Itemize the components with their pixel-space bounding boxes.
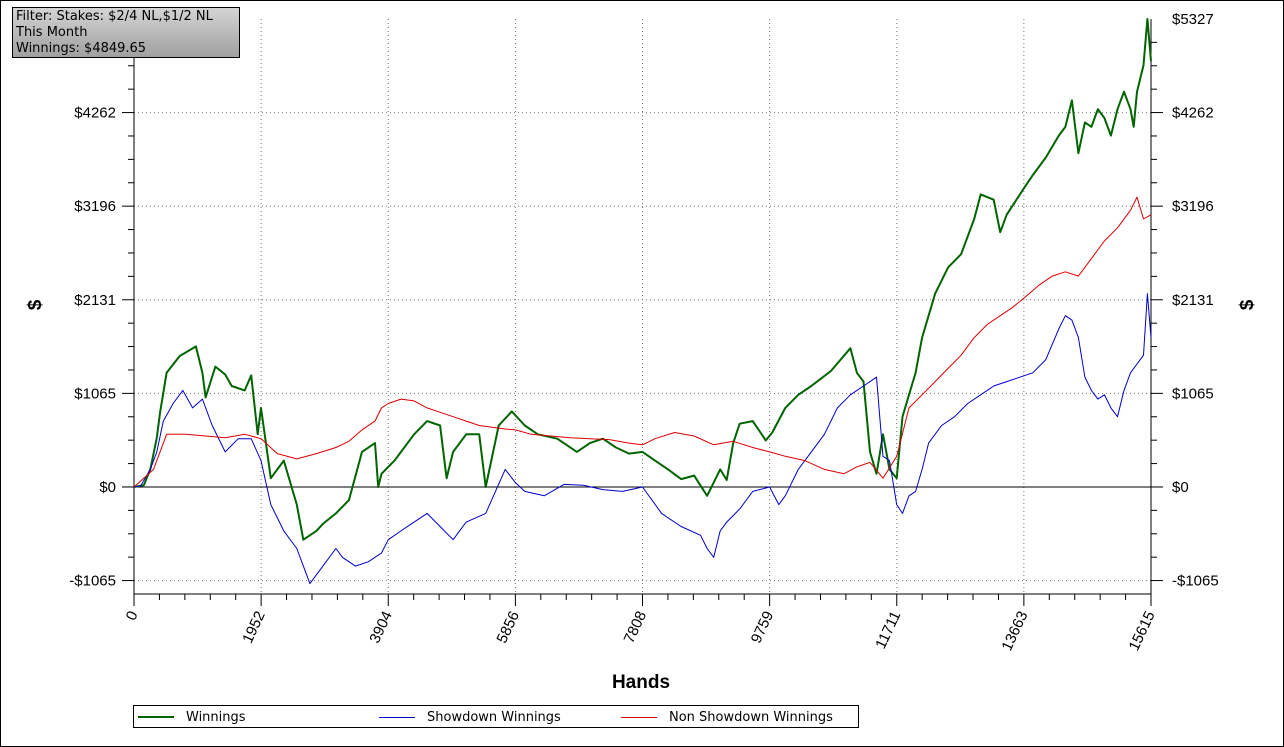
chart-legend: Winnings Showdown Winnings Non Showdown … bbox=[133, 705, 859, 728]
y-tick-label-right: $0 bbox=[1172, 479, 1189, 496]
x-tick-label: 0 bbox=[123, 609, 142, 624]
y-tick-label-right: $5327 bbox=[1172, 11, 1214, 28]
legend-item-winnings: Winnings bbox=[138, 709, 246, 725]
x-tick-label: 13663 bbox=[998, 609, 1031, 654]
series-lines bbox=[133, 18, 1152, 585]
series-line-showdown-winnings bbox=[133, 293, 1152, 585]
legend-label-non-showdown: Non Showdown Winnings bbox=[669, 709, 833, 725]
period-text: This Month bbox=[16, 25, 88, 40]
legend-label-winnings: Winnings bbox=[186, 709, 246, 725]
x-tick-label: 7808 bbox=[621, 609, 651, 646]
y-tick-label-left: $2131 bbox=[74, 292, 116, 309]
total-winnings-text: Winnings: $4849.65 bbox=[16, 41, 147, 56]
series-line-non-showdown-winnings bbox=[133, 196, 1152, 488]
x-tick-label: 1952 bbox=[239, 609, 269, 646]
series-line-winnings bbox=[133, 18, 1152, 541]
y-tick-label-right: -$1065 bbox=[1172, 573, 1219, 590]
grid-lines bbox=[134, 19, 1151, 594]
y-tick-label-left: $3196 bbox=[74, 198, 116, 215]
y-axis-label-right: $ bbox=[1237, 299, 1258, 310]
legend-item-showdown: Showdown Winnings bbox=[379, 709, 561, 725]
y-tick-label-right: $3196 bbox=[1172, 198, 1214, 215]
y-tick-label-right: $4262 bbox=[1172, 105, 1214, 122]
legend-swatch-non-showdown bbox=[621, 716, 657, 718]
filter-info-box: Filter: Stakes: $2/4 NL,$1/2 NL This Mon… bbox=[12, 7, 240, 58]
x-tick-label: 15615 bbox=[1126, 609, 1159, 654]
y-tick-label-left: $4262 bbox=[74, 105, 116, 122]
legend-swatch-showdown bbox=[379, 716, 415, 718]
y-tick-label-right: $2131 bbox=[1172, 292, 1214, 309]
y-tick-label-right: $1065 bbox=[1172, 385, 1214, 402]
y-tick-label-left: $1065 bbox=[74, 385, 116, 402]
x-tick-label: 11711 bbox=[872, 609, 904, 652]
filter-text: Filter: Stakes: $2/4 NL,$1/2 NL bbox=[16, 9, 213, 24]
legend-label-showdown: Showdown Winnings bbox=[427, 709, 561, 725]
x-tick-label: 5856 bbox=[494, 609, 524, 646]
x-axis-label: Hands bbox=[612, 672, 670, 693]
legend-item-non-showdown: Non Showdown Winnings bbox=[621, 709, 833, 725]
x-tick-label: 9759 bbox=[748, 609, 778, 646]
legend-swatch-winnings bbox=[138, 716, 174, 718]
y-axis-label-left: $ bbox=[25, 299, 46, 310]
tick-labels: -$1065 -$1065 $0 $0 $1065 $1065 $2131 $2131 $319… bbox=[69, 11, 1218, 654]
x-tick-label: 3904 bbox=[366, 609, 396, 646]
y-tick-label-left: $0 bbox=[99, 479, 116, 496]
y-tick-label-left: -$1065 bbox=[69, 573, 116, 590]
